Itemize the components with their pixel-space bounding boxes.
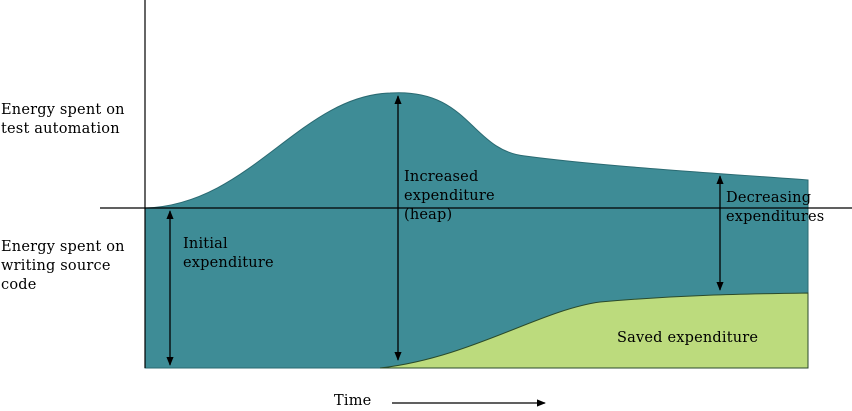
label-saved-expenditure: Saved expenditure xyxy=(617,330,759,346)
label-initial-expenditure: Initial expenditure xyxy=(183,236,274,271)
label-energy-test-automation: Energy spent on test automation xyxy=(1,102,125,137)
saved-expenditure-area xyxy=(379,292,809,369)
label-energy-source-code: Energy spent on writing source code xyxy=(1,239,125,293)
label-increased-expenditure: Increased expenditure (heap) xyxy=(404,169,495,223)
label-decreasing-expenditures: Decreasing expenditures xyxy=(726,190,825,225)
label-time: Time xyxy=(334,393,372,409)
